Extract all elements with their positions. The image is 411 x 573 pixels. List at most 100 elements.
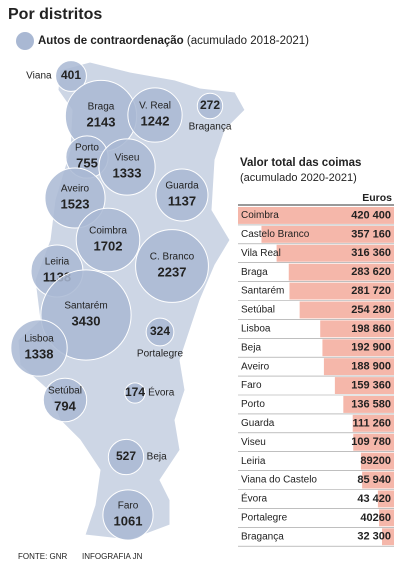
table-rows: Coimbra 420 400 Castelo Branco 357 160 Vila … <box>238 207 394 547</box>
bubble <box>10 319 68 377</box>
bubble <box>196 92 224 120</box>
row-name: Guarda <box>241 418 275 429</box>
row-value: 357 160 <box>351 228 391 240</box>
table-title: Valor total das coimas <box>240 157 361 169</box>
district-name: Santarém <box>64 301 107 312</box>
bar <box>353 433 394 451</box>
row-value: 192 900 <box>351 342 391 354</box>
table-unit: Euros <box>362 192 392 204</box>
bar <box>323 358 394 376</box>
district-name: V. Real <box>139 101 171 112</box>
row-name: Santarém <box>241 286 284 297</box>
credit: INFOGRAFIA JN <box>82 552 143 561</box>
bar <box>360 452 394 470</box>
district-value: 1338 <box>25 346 54 361</box>
district-value: 401 <box>61 68 81 82</box>
bubble <box>98 138 156 196</box>
district-name: Guarda <box>165 181 199 192</box>
district-value: 1061 <box>114 513 143 528</box>
row-name: Setúbal <box>241 305 275 316</box>
row-name: Viseu <box>241 437 266 448</box>
district-name: Aveiro <box>61 184 90 195</box>
district-value: 3430 <box>72 313 101 328</box>
row-value: 89200 <box>360 455 391 467</box>
row-value: 254 280 <box>351 304 391 316</box>
bar <box>343 396 394 413</box>
district-value: 272 <box>200 98 220 112</box>
district-name: Viseu <box>115 153 140 164</box>
district-name: Évora <box>148 386 175 399</box>
district-value: 794 <box>54 398 76 413</box>
row-value: 43 420 <box>357 493 391 505</box>
district-name: Faro <box>118 501 139 512</box>
bubble <box>55 60 87 92</box>
row-value: 420 400 <box>351 209 391 221</box>
bar <box>320 320 394 338</box>
legend-swatch <box>16 32 34 50</box>
bar <box>334 377 394 394</box>
row-name: Évora <box>241 492 268 505</box>
district-name: Braga <box>88 102 115 113</box>
bubble <box>42 377 88 423</box>
bubble <box>124 382 146 404</box>
district-value: 1137 <box>168 193 196 208</box>
bar <box>289 282 394 300</box>
row-name: Viana do Castelo <box>241 475 317 486</box>
district-name: C. Branco <box>150 252 195 263</box>
row-name: Beja <box>241 342 261 353</box>
district-name: Porto <box>75 143 99 154</box>
legend: Autos de contraordenação (acumulado 2018… <box>38 35 309 47</box>
bubble <box>102 489 154 541</box>
bar <box>382 528 394 546</box>
bubble <box>75 207 141 273</box>
row-name: Castelo Branco <box>241 229 310 240</box>
district-name: Setúbal <box>48 386 82 397</box>
district-value: 527 <box>116 449 136 463</box>
bar <box>322 339 394 357</box>
row-value: 109 780 <box>351 436 391 448</box>
district-value: 174 <box>125 385 145 399</box>
row-value: 40260 <box>360 512 391 524</box>
district-value: 324 <box>150 324 170 338</box>
row-name: Braga <box>241 267 268 278</box>
row-name: Bragança <box>241 531 284 542</box>
row-name: Faro <box>241 380 262 391</box>
district-value: 1523 <box>61 196 90 211</box>
source: FONTE: GNR <box>18 552 68 561</box>
legend-note: (acumulado 2018-2021) <box>187 35 309 47</box>
district-name: Coimbra <box>89 226 127 237</box>
bar <box>299 301 394 319</box>
district-value: 1242 <box>141 113 170 128</box>
district-value: 755 <box>76 155 98 170</box>
bar <box>379 509 394 527</box>
bar <box>362 471 394 489</box>
row-name: Lisboa <box>241 323 271 334</box>
row-name: Aveiro <box>241 361 270 372</box>
bubble <box>44 167 106 229</box>
bubble <box>127 87 183 143</box>
district-value: 1333 <box>113 165 142 180</box>
bar <box>352 414 394 432</box>
bar <box>261 225 394 243</box>
district-value: 1702 <box>94 238 123 253</box>
bubble <box>145 317 175 347</box>
row-value: 32 300 <box>357 531 391 543</box>
district-name: Beja <box>147 452 167 463</box>
district-name: Lisboa <box>24 334 54 345</box>
district-value: 2143 <box>87 114 116 129</box>
bar <box>276 244 394 262</box>
district-name: Portalegre <box>137 349 184 360</box>
district-value: 2237 <box>158 264 187 279</box>
bubble <box>155 168 209 222</box>
row-value: 85 940 <box>357 474 391 486</box>
row-name: Coimbra <box>241 210 279 221</box>
district-name: Leiria <box>45 257 70 268</box>
row-value: 198 860 <box>351 323 391 335</box>
row-value: 188 900 <box>351 361 391 373</box>
row-value: 136 580 <box>351 398 391 410</box>
district-name: Bragança <box>189 121 232 132</box>
row-value: 316 360 <box>351 247 391 259</box>
